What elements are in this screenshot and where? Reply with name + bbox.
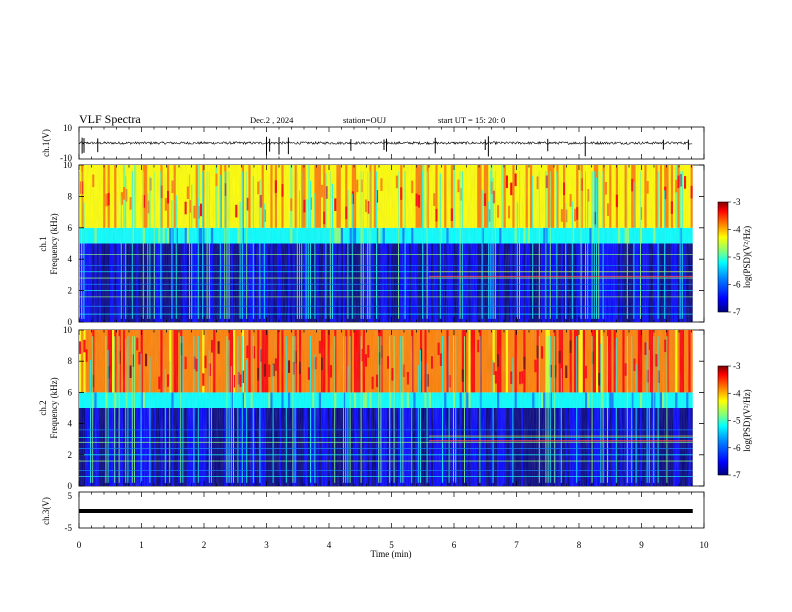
ch1-wave-trace — [78, 140, 693, 146]
x-axis-label: Time (min) — [371, 549, 412, 559]
ch1-spec-channel-label: ch.1 — [38, 236, 48, 251]
spec-texture — [79, 165, 693, 322]
ch1-colorbar-tick-label: -5 — [733, 252, 741, 262]
x-tick-label: 5 — [389, 540, 394, 550]
x-tick-label: 1 — [139, 540, 144, 550]
ch2-colorbar-gradient — [717, 365, 729, 476]
ch1-colorbar-tick-label: -7 — [733, 307, 741, 317]
ch1-colorbar-tick-label: -4 — [733, 225, 741, 235]
x-tick-label: 3 — [264, 540, 269, 550]
ch1-spec-ylabel: Frequency (kHz) — [49, 213, 59, 274]
x-tick-label: 9 — [639, 540, 644, 550]
spec-texture — [79, 330, 693, 486]
ch2-spec-ytick-label: 0 — [68, 481, 73, 491]
x-tick-label: 10 — [700, 540, 710, 550]
ch2-spectrogram — [79, 330, 704, 486]
x-axis-ticks: 0 1 2 3 4 5 6 7 8 9 10 — [77, 127, 709, 550]
ch1-spec-ytick-label: 10 — [63, 160, 73, 170]
spec-empty-area — [692, 165, 704, 322]
ch2-colorbar: -3 -4 -5 -6 -7 log(PSD)(V²/Hz) — [717, 361, 752, 480]
ch3-wave-ylabel: ch.3(V) — [41, 497, 51, 525]
ch1-spec-ytick-label: 6 — [68, 223, 73, 233]
ch2-colorbar-tick-label: -7 — [733, 470, 741, 480]
date-label: Dec.2 , 2024 — [250, 115, 294, 125]
ch1-spectrogram — [79, 165, 704, 322]
x-tick-label: 0 — [77, 540, 82, 550]
ch1-wave-plot — [78, 136, 693, 157]
ch2-spec-ytick-label: 4 — [68, 419, 73, 429]
ch2-spec-ytick-label: 10 — [63, 325, 73, 335]
x-tick-label: 2 — [202, 540, 207, 550]
ch1-spec-ytick-label: 0 — [68, 317, 73, 327]
x-tick-label: 4 — [327, 540, 332, 550]
ch1-spec-ytick-label: 8 — [68, 191, 73, 201]
ch2-spec-ylabel: Frequency (kHz) — [49, 377, 59, 438]
x-tick-label: 8 — [577, 540, 582, 550]
ch2-spec-ytick-label: 8 — [68, 356, 73, 366]
ch1-colorbar-label: log(PSD)(V²/Hz) — [742, 226, 752, 288]
x-tick-label: 6 — [452, 540, 457, 550]
ch1-ytick-bottom: -10 — [60, 153, 72, 163]
ch1-ytick-top: 10 — [63, 123, 73, 133]
ch2-colorbar-tick-label: -5 — [733, 416, 741, 426]
ch1-colorbar: -3 -4 -5 -6 -7 log(PSD)(V²/Hz) — [717, 197, 752, 317]
figure-title: VLF Spectra — [79, 112, 141, 126]
ch2-spec-yticks: 0 2 4 6 8 10 — [63, 325, 704, 491]
ch3-ytick-top: 5 — [68, 491, 73, 501]
ch1-spec-ytick-label: 2 — [68, 286, 73, 296]
spec-empty-area — [692, 330, 704, 486]
ch1-colorbar-tick-label: -3 — [733, 197, 741, 207]
ch2-colorbar-tick-label: -3 — [733, 361, 741, 371]
ch1-wave-ylabel: ch.1(V) — [41, 129, 51, 157]
ch2-spec-channel-label: ch.2 — [38, 400, 48, 415]
ch2-spec-ytick-label: 6 — [68, 387, 73, 397]
ch1-spec-yticks: 0 2 4 6 8 10 — [63, 160, 704, 327]
ch1-colorbar-tick-label: -6 — [733, 280, 741, 290]
ch3-ytick-bottom: -5 — [65, 523, 73, 533]
ch2-colorbar-tick-label: -4 — [733, 388, 741, 398]
start-time-label: start UT = 15: 20: 0 — [438, 115, 505, 125]
ch2-colorbar-tick-label: -6 — [733, 443, 741, 453]
ch1-colorbar-gradient — [717, 201, 729, 313]
x-tick-label: 7 — [514, 540, 519, 550]
ch2-colorbar-label: log(PSD)(V²/Hz) — [742, 389, 752, 451]
station-label: station=OUJ — [343, 115, 387, 125]
ch2-spec-ytick-label: 2 — [68, 450, 73, 460]
ch1-spec-ytick-label: 4 — [68, 254, 73, 264]
